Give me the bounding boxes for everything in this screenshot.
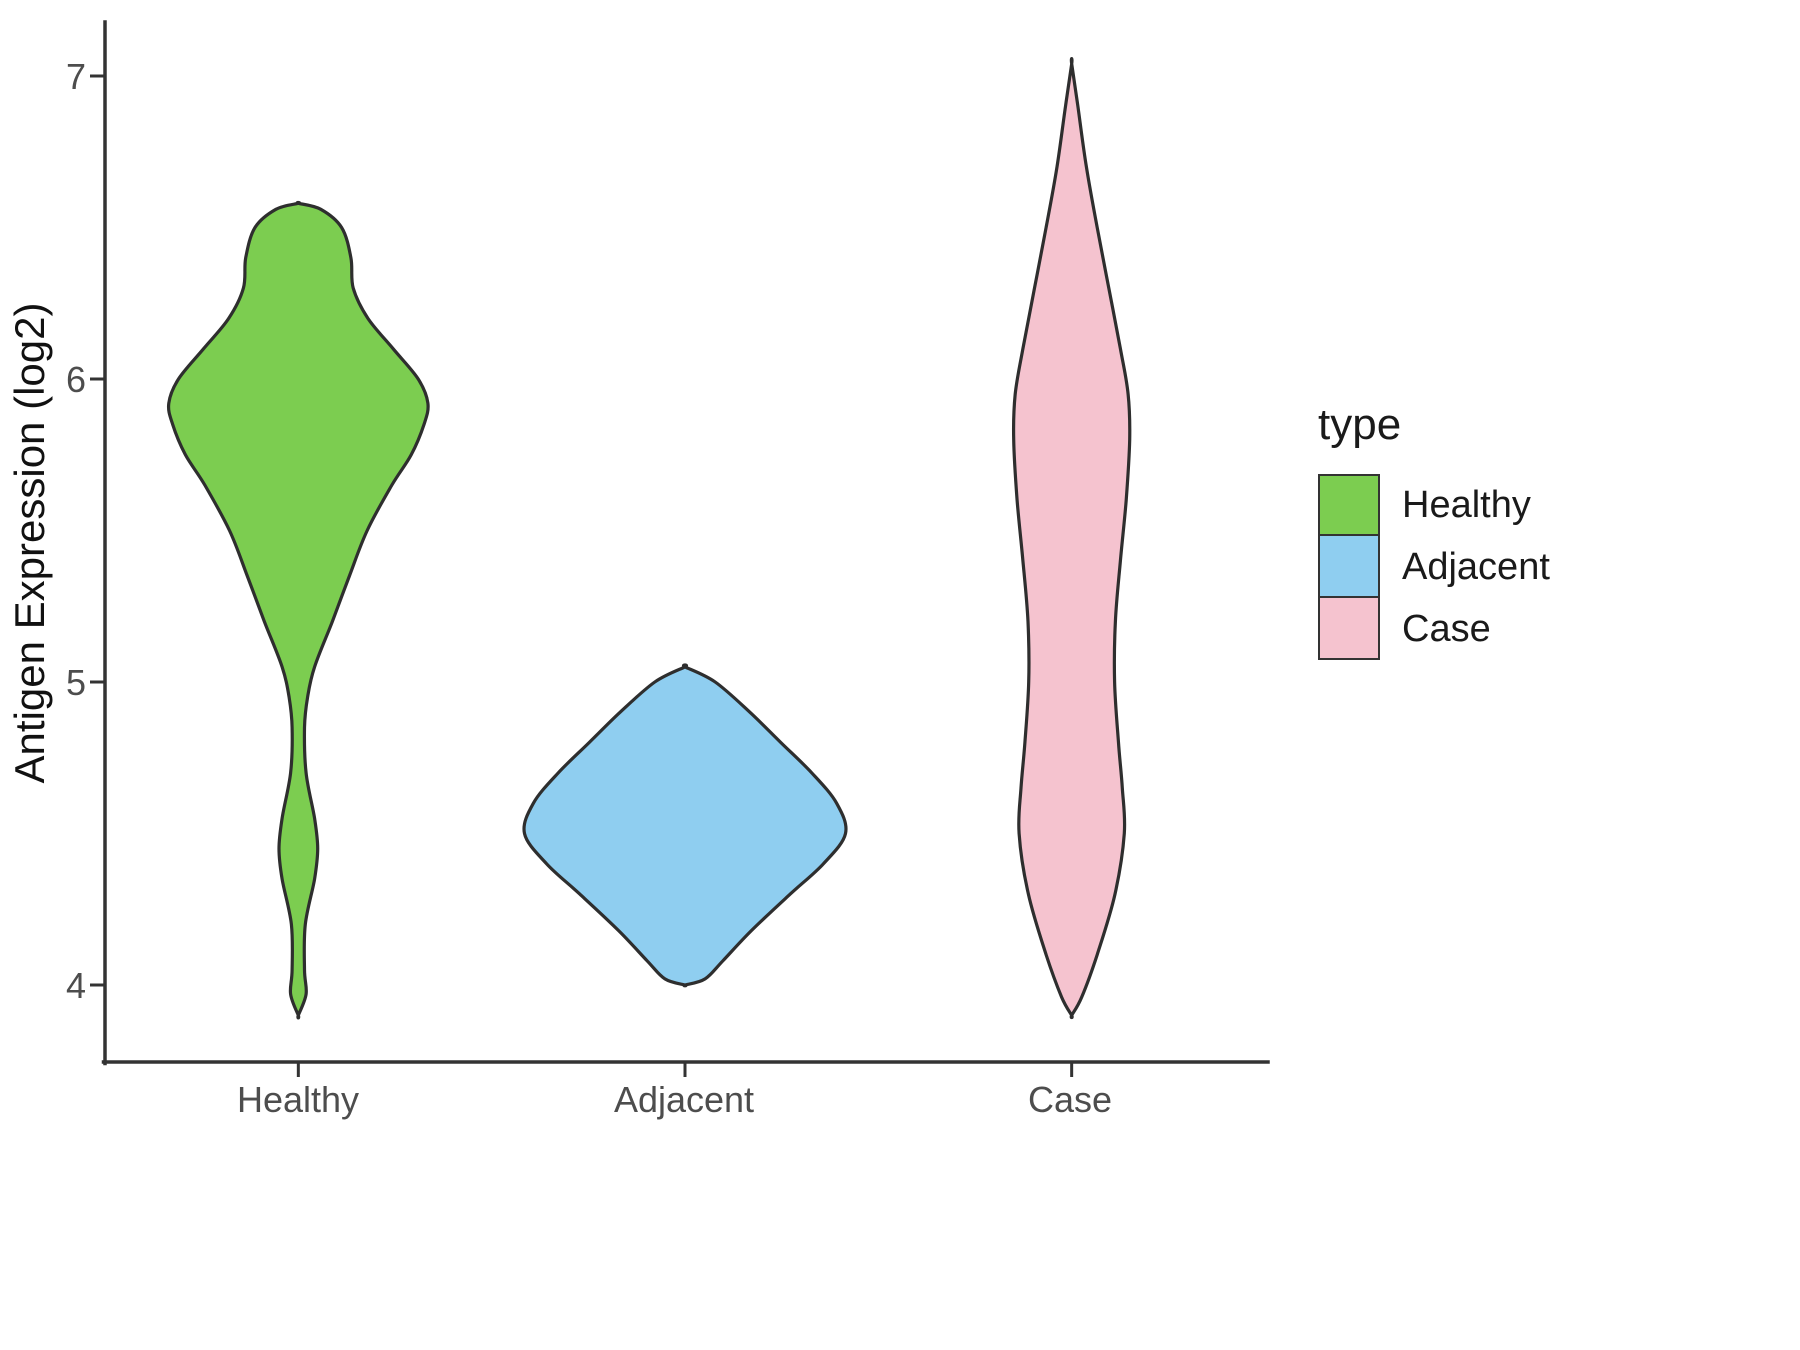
violin-adjacent xyxy=(522,663,848,988)
y-tick-label-4: 4 xyxy=(66,965,86,1006)
legend-item-case: Case xyxy=(1318,598,1550,660)
legend-label-case: Case xyxy=(1402,607,1491,650)
legend-swatch-adjacent xyxy=(1318,536,1380,598)
x-tick-label-adjacent: Adjacent xyxy=(614,1079,754,1120)
violins xyxy=(166,56,1132,1020)
y-tick-label-7: 7 xyxy=(66,56,86,97)
legend-item-adjacent: Adjacent xyxy=(1318,536,1550,598)
legend-label-adjacent: Adjacent xyxy=(1402,545,1550,588)
y-axis-title: Antigen Expression (log2) xyxy=(6,303,53,784)
x-tick-label-case: Case xyxy=(1028,1079,1112,1120)
legend-item-healthy: Healthy xyxy=(1318,474,1550,536)
legend-swatch-case xyxy=(1318,598,1380,660)
y-tick-label-5: 5 xyxy=(66,662,86,703)
violin-healthy xyxy=(166,200,430,1020)
legend: type Healthy Adjacent Case xyxy=(1318,400,1550,660)
legend-label-healthy: Healthy xyxy=(1402,483,1531,526)
violin-case xyxy=(1011,56,1132,1020)
legend-swatch-healthy xyxy=(1318,474,1380,536)
x-tick-label-healthy: Healthy xyxy=(237,1079,359,1120)
axis-ticks xyxy=(90,74,1074,1077)
legend-title: type xyxy=(1318,400,1402,449)
y-tick-label-6: 6 xyxy=(66,359,86,400)
